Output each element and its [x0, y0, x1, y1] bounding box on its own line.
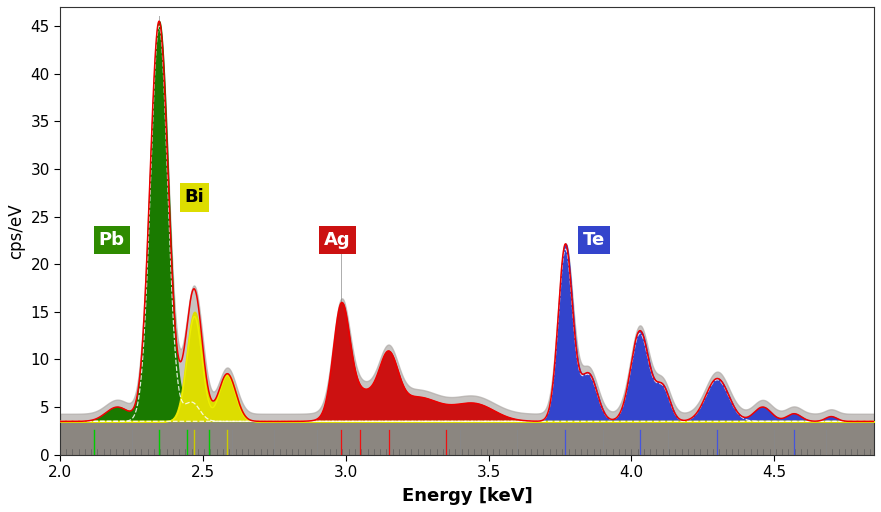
Y-axis label: cps/eV: cps/eV [7, 203, 25, 259]
Text: Pb: Pb [99, 231, 125, 249]
Text: Ag: Ag [324, 231, 351, 249]
Text: Te: Te [583, 231, 605, 249]
X-axis label: Energy [keV]: Energy [keV] [402, 487, 532, 505]
Text: Bi: Bi [185, 188, 204, 206]
